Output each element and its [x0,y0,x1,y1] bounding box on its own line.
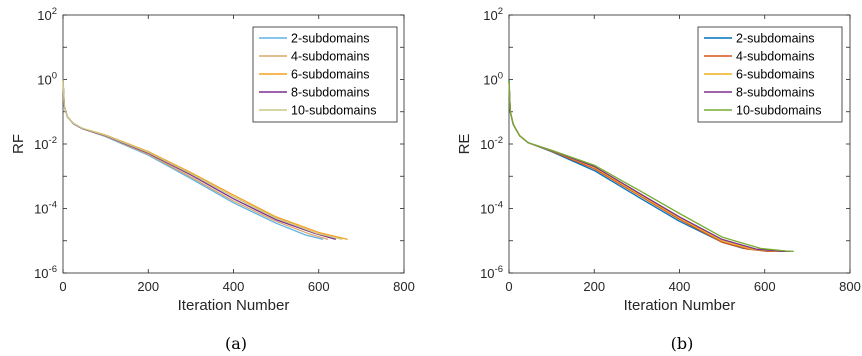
y-tick-label: 10-2 [34,135,57,152]
series-line-5 [62,79,343,241]
figure-caption: (a) [225,334,247,353]
chart-panel-a: 0 200 400 600 800 102 100 10-2 10-4 10-6 Iteration… [10,6,415,353]
legend-label-3: 6-subdomains [291,68,370,82]
y-tick-label: 102 [483,6,503,23]
legend-label-5: 10-subdomains [736,104,821,118]
x-axis-label: Iteration Number [624,297,736,314]
x-tick-label: 200 [583,279,605,294]
legend-label-2: 4-subdomains [291,50,370,64]
y-tick-label: 10-2 [480,135,503,152]
y-axis-label: RF [10,134,27,154]
x-tick-label: 800 [393,279,415,294]
x-tick-label: 600 [754,279,776,294]
series-line-5 [508,80,794,252]
x-tick-label: 400 [669,279,691,294]
x-tick-label: 800 [839,279,861,294]
figure-caption: (b) [671,334,694,353]
legend-label-2: 4-subdomains [736,50,815,64]
x-axis-label: Iteration Number [178,297,290,314]
y-tick-label: 10-6 [34,264,57,281]
x-tick-label: 200 [137,279,159,294]
x-tick-label: 600 [308,279,330,294]
x-tick-label: 0 [505,279,512,294]
x-tick-label: 400 [223,279,245,294]
y-tick-label: 102 [37,6,57,23]
y-tick-label: 100 [483,71,503,88]
y-tick-label: 10-4 [34,200,57,217]
y-tick-label: 100 [37,71,57,88]
y-tick-label: 10-4 [480,200,503,217]
x-tick-label: 0 [59,279,66,294]
legend-label-4: 8-subdomains [291,86,370,100]
y-axis-label: RE [456,134,473,155]
legend-label-5: 10-subdomains [291,104,376,118]
legend-label-4: 8-subdomains [736,86,815,100]
legend-label-1: 2-subdomains [291,32,370,46]
y-tick-label: 10-6 [480,264,503,281]
legend-label-1: 2-subdomains [736,32,815,46]
legend-label-3: 6-subdomains [736,68,815,82]
chart-panel-b: 0 200 400 600 800 102 100 10-2 10-4 10-6 Iteration… [456,6,861,353]
